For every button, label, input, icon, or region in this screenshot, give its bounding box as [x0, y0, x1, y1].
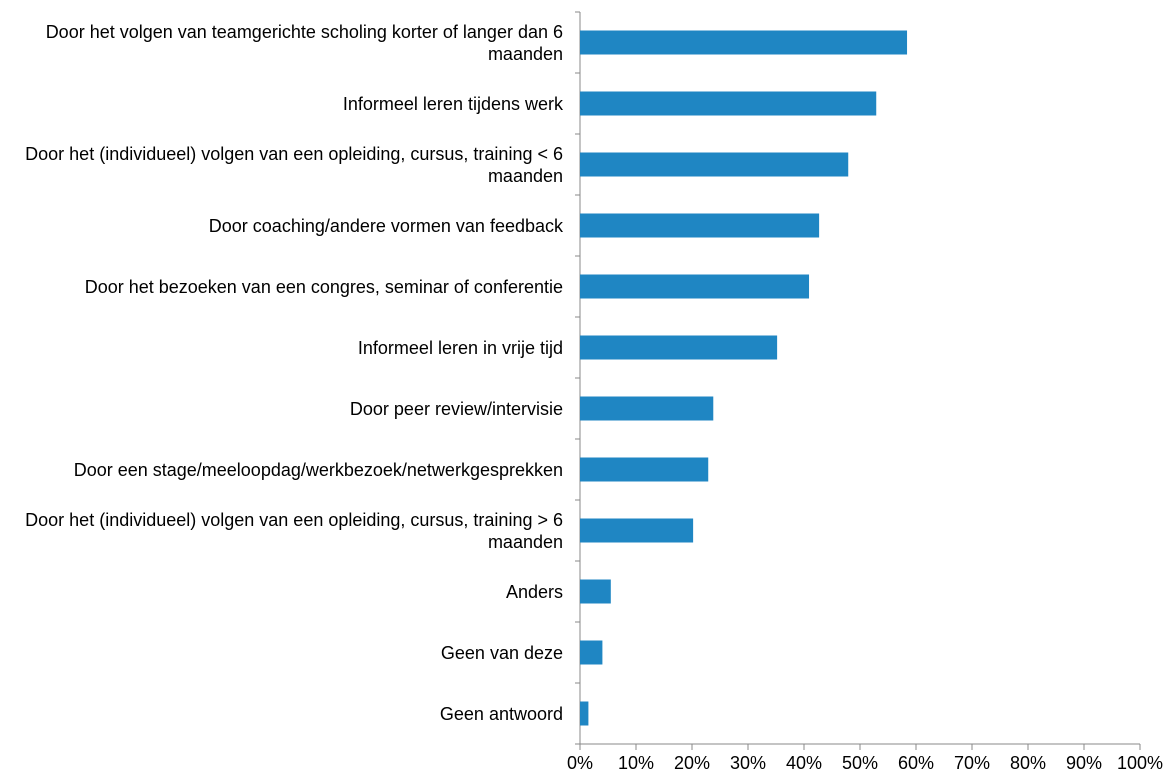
x-tick-label: 30%	[730, 753, 766, 773]
bar	[580, 30, 908, 55]
category-label: Door het volgen van teamgerichte scholin…	[45, 21, 563, 64]
bar	[580, 579, 611, 604]
bar	[580, 457, 709, 482]
x-tick-label: 100%	[1117, 753, 1163, 773]
x-tick-label: 10%	[618, 753, 654, 773]
bar	[580, 396, 714, 421]
x-tick-label: 60%	[898, 753, 934, 773]
bar	[580, 91, 877, 116]
category-label: Informeel leren tijdens werk	[342, 93, 563, 114]
category-label: Anders	[505, 581, 563, 602]
bar	[580, 152, 849, 177]
x-tick-label: 50%	[842, 753, 878, 773]
bar	[580, 701, 589, 726]
category-label: Door het bezoeken van een congres, semin…	[84, 276, 563, 297]
x-tick-label: 20%	[674, 753, 710, 773]
category-label: Door peer review/intervisie	[349, 398, 563, 419]
x-tick-label: 80%	[1010, 753, 1046, 773]
category-label: Door het (individueel) volgen van een op…	[25, 509, 563, 552]
category-label: Geen van deze	[440, 642, 563, 663]
category-label: Door coaching/andere vormen van feedback	[208, 215, 563, 236]
x-tick-label: 70%	[954, 753, 990, 773]
bar	[580, 335, 778, 360]
bar	[580, 518, 694, 543]
category-label: Door een stage/meeloopdag/werkbezoek/net…	[73, 459, 563, 480]
bar	[580, 640, 603, 665]
bar	[580, 213, 820, 238]
x-tick-label: 0%	[567, 753, 593, 773]
bar	[580, 274, 810, 299]
x-tick-label: 90%	[1066, 753, 1102, 773]
category-label: Informeel leren in vrije tijd	[357, 337, 563, 358]
category-label: Geen antwoord	[439, 703, 563, 724]
category-label: Door het (individueel) volgen van een op…	[25, 143, 563, 186]
x-tick-label: 40%	[786, 753, 822, 773]
